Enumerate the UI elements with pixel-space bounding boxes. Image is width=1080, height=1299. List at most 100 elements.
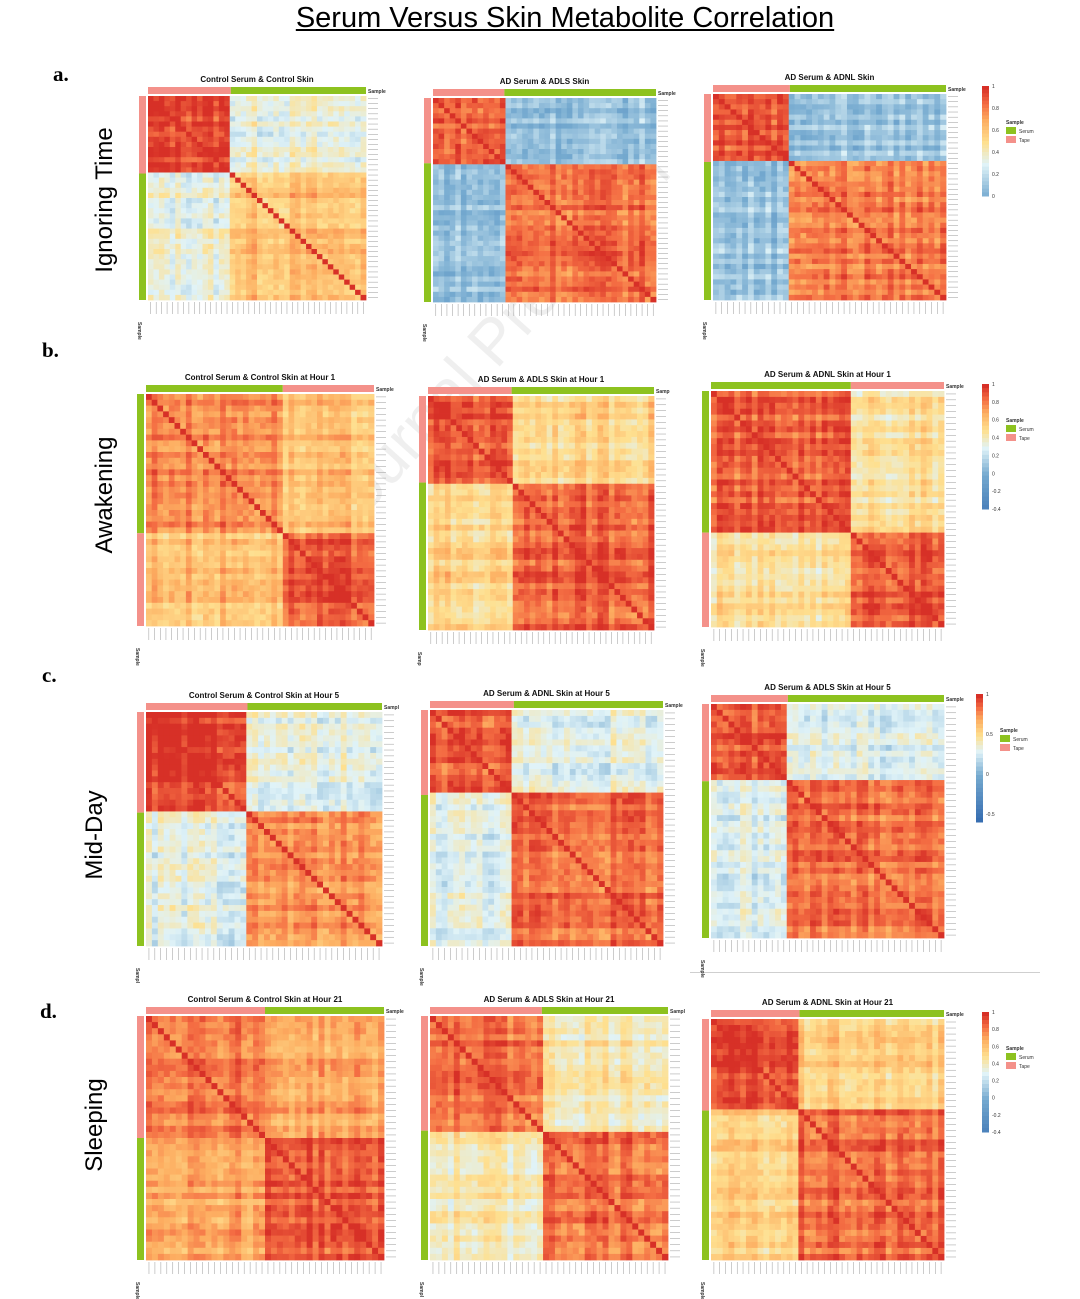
color-legend: 1 0.8 0.6 0.4 0.2 0 -0.2 -0.4 Sample Serum Tape <box>982 382 1034 513</box>
legend-title: Sample <box>1006 1046 1024 1052</box>
row-name-sleeping: Sleeping <box>80 995 110 1255</box>
sample-annotation-bar <box>789 85 946 92</box>
legend-tick-label: -0.2 <box>992 489 1001 495</box>
sample-annotation-bar <box>787 695 944 702</box>
sample-axis-label-bottom: Sample <box>701 322 707 340</box>
heatmap-panel: Control Serum & Control Skin Sample Sample <box>136 75 386 340</box>
sample-tick-labels <box>715 96 958 314</box>
sample-axis-label: Sample <box>368 89 386 95</box>
heatmap-panel: Control Serum & Control Skin at Hour 1 Sa… <box>134 373 394 666</box>
heatmap-panel: AD Serum & ADNL Skin Sample Sample <box>701 73 966 340</box>
legend-label-serum: Serum <box>1019 427 1034 433</box>
legend-tick-label: 1 <box>992 1010 995 1016</box>
sample-annotation-bar <box>430 701 514 708</box>
legend-tick-label: 0.6 <box>992 128 999 134</box>
row-name-mid-day: Mid-Day <box>80 705 110 965</box>
sample-axis-label: Sample <box>946 697 964 703</box>
sample-axis-label-bottom: Sample <box>136 322 142 340</box>
legend-tick-label: -0.4 <box>992 1130 1001 1136</box>
legend-tick-label: 0 <box>992 1096 995 1102</box>
sample-annotation-bar <box>282 385 374 392</box>
sample-annotation-bar <box>230 87 366 94</box>
sample-tick-labels <box>713 393 956 641</box>
row-label-a: a. <box>53 62 69 87</box>
legend-tick-label: 0.2 <box>992 1079 999 1085</box>
sample-tick-labels <box>432 1018 680 1274</box>
heatmap-cells <box>430 710 664 947</box>
sample-annotation-bar <box>146 1007 265 1014</box>
sample-axis-label-bottom: Sample <box>134 648 140 666</box>
sample-annotation-bar <box>430 1007 542 1014</box>
legend-swatch-tape <box>1006 434 1016 441</box>
sample-axis-label-bottom: Samp <box>416 652 422 666</box>
legend-tick-label: 0 <box>992 194 995 200</box>
sample-axis-label: Sample <box>948 87 966 93</box>
legend-tick-label: 0 <box>992 471 995 477</box>
legend-tick-label: -0.4 <box>992 507 1001 513</box>
heatmap-panel: AD Serum & ADLS Skin at Hour 21 Sampl Samp… <box>418 995 686 1298</box>
heatmap-cells <box>711 1019 945 1261</box>
legend-tick-label: 1 <box>986 692 989 698</box>
sample-annotation-bar <box>424 98 431 164</box>
row-label-d: d. <box>40 999 57 1024</box>
sample-axis-label-bottom: Sample <box>418 968 424 986</box>
heatmap-title: Control Serum & Control Skin at Hour 1 <box>185 373 336 382</box>
legend-label-serum: Serum <box>1013 737 1028 743</box>
heatmap-cells <box>433 98 657 303</box>
heatmap-title: AD Serum & ADNL Skin at Hour 1 <box>764 370 891 379</box>
sample-axis-label: Sample <box>386 1009 404 1015</box>
color-legend: 1 0.5 0 -0.5 Sample Serum Tape <box>976 692 1028 823</box>
sample-annotation-bar <box>704 94 711 162</box>
sample-annotation-bar <box>711 695 788 702</box>
sample-axis-label: Sample <box>658 91 676 97</box>
sample-tick-labels <box>713 1021 956 1274</box>
sample-annotation-bar <box>137 812 144 946</box>
legend-label-tape: Tape <box>1019 1064 1030 1070</box>
heatmap-title: AD Serum & ADNL Skin <box>785 73 875 82</box>
heatmap-panel: Control Serum & Control Skin at Hour 21 S… <box>134 995 404 1299</box>
legend-tick-label: -0.2 <box>992 1113 1001 1119</box>
sample-axis-label-bottom: Sampl <box>418 1282 424 1298</box>
sample-annotation-bar <box>504 89 656 96</box>
sample-axis-label: Sample <box>946 1012 964 1018</box>
heatmap-cells <box>713 94 947 301</box>
heatmap-title: Control Serum & Control Skin at Hour 5 <box>189 691 340 700</box>
legend-tick-label: 0.8 <box>992 1027 999 1033</box>
sample-tick-labels <box>148 396 386 640</box>
sample-annotation-bar <box>146 703 248 710</box>
sample-annotation-bar <box>265 1007 384 1014</box>
sample-annotation-bar <box>137 394 144 534</box>
sample-axis-label: Sample <box>665 703 683 709</box>
legend-swatch-serum <box>1006 425 1016 432</box>
legend-tick-label: 1 <box>992 382 995 388</box>
sample-annotation-bar <box>419 482 426 630</box>
legend-title: Sample <box>1006 120 1024 126</box>
sample-annotation-bar <box>713 85 790 92</box>
page-title: Serum Versus Skin Metabolite Correlation <box>0 2 1080 35</box>
legend-tick-label: 0.2 <box>992 453 999 459</box>
sample-axis-label-bottom: Sample <box>421 324 427 342</box>
sample-axis-label: Samp <box>656 389 670 395</box>
sample-annotation-bar <box>541 1007 668 1014</box>
heatmap-title: Control Serum & Control Skin <box>200 75 313 84</box>
sample-axis-label-bottom: Sampl <box>134 968 140 984</box>
sample-annotation-bar <box>148 87 231 94</box>
legend-tick-label: 0 <box>986 772 989 778</box>
sample-tick-labels <box>148 714 394 960</box>
color-legend: 1 0.8 0.6 0.4 0.2 0 -0.2 -0.4 Sample Serum Tape <box>982 1010 1034 1136</box>
heatmap-panel: AD Serum & ADNL Skin at Hour 1 Sample Samp… <box>699 370 964 667</box>
row-label-c: c. <box>42 663 57 688</box>
sample-annotation-bar <box>421 710 428 795</box>
sample-annotation-bar <box>139 96 146 174</box>
sample-annotation-bar <box>702 781 709 938</box>
sample-annotation-bar <box>247 703 382 710</box>
sample-tick-labels <box>150 98 378 314</box>
legend-tick-label: 0.5 <box>986 732 993 738</box>
sample-annotation-bar <box>419 396 426 483</box>
legend-swatch-serum <box>1006 127 1016 134</box>
heatmap-cells <box>711 391 945 628</box>
legend-label-tape: Tape <box>1013 746 1024 752</box>
sample-annotation-bar <box>799 1010 944 1017</box>
sample-tick-labels <box>148 1018 396 1274</box>
sample-tick-labels <box>432 712 675 960</box>
